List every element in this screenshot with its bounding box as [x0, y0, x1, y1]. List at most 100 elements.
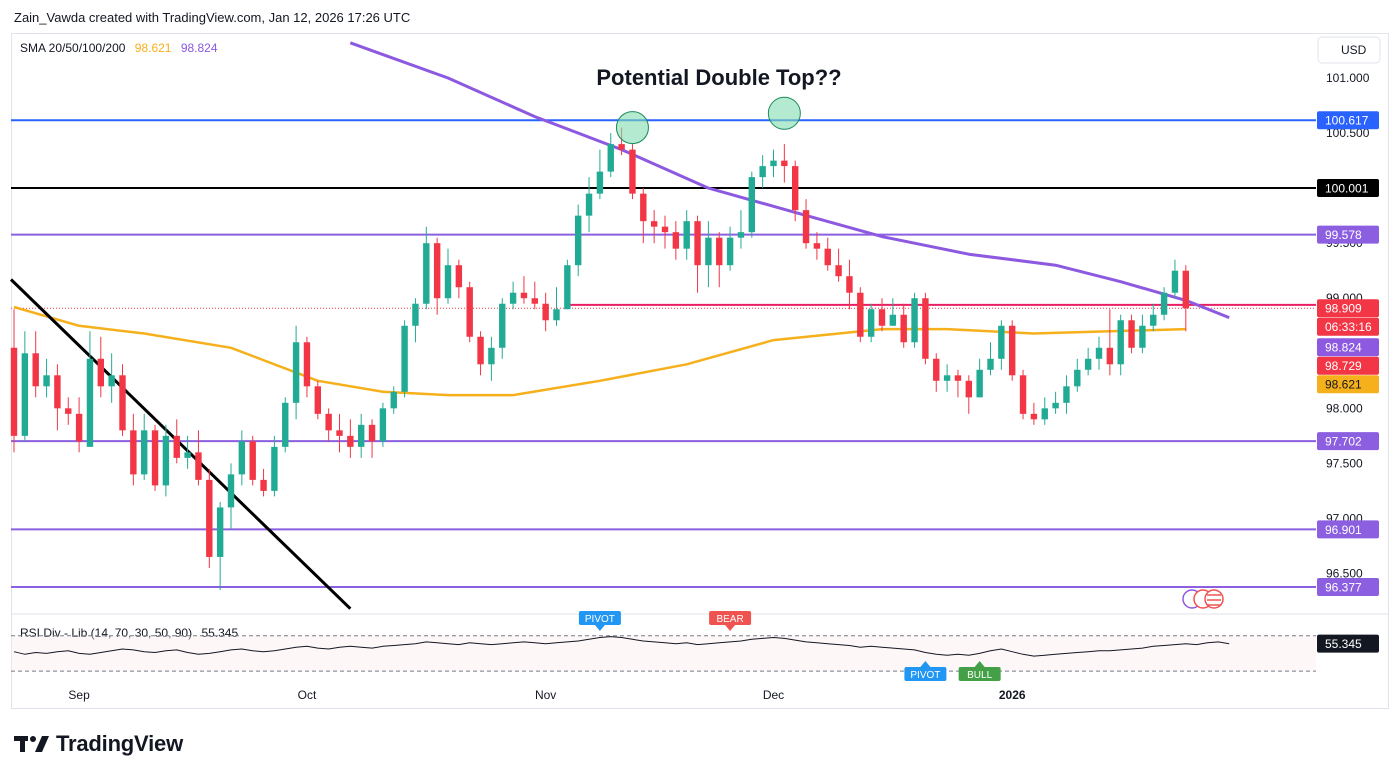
candle-body — [401, 325, 408, 392]
time-axis-label: Oct — [298, 688, 317, 702]
candle-body — [759, 166, 766, 178]
price-tick-label: 100.500 — [1326, 126, 1370, 140]
candle — [1063, 375, 1070, 414]
candle-body — [781, 160, 788, 167]
time-axis-label: Dec — [763, 688, 784, 702]
candle-body — [216, 507, 224, 557]
candle — [119, 364, 126, 436]
candle-body — [650, 221, 658, 227]
candle — [1171, 259, 1179, 299]
candle — [1009, 320, 1016, 381]
rsi-signal-label: BULL — [967, 670, 992, 681]
candle-body — [618, 144, 625, 150]
candle-body — [802, 210, 810, 244]
price-badge-text: 98.729 — [1325, 359, 1362, 373]
candle-body — [141, 430, 148, 475]
candle — [292, 325, 300, 420]
price-chart[interactable]: Potential Double Top?? SMA 20/50/100/200… — [0, 0, 1400, 720]
price-tick-label: 98.000 — [1326, 401, 1363, 415]
level-price-badge-text: 96.377 — [1325, 581, 1362, 595]
candle — [1182, 265, 1189, 332]
candle-body — [1150, 314, 1157, 326]
candle — [998, 320, 1005, 370]
candle-body — [943, 375, 951, 381]
candle — [455, 259, 463, 299]
candle-body — [846, 276, 853, 293]
price-tick-label: 101.000 — [1326, 71, 1370, 85]
candle-body — [108, 375, 115, 387]
moving-averages — [13, 41, 1230, 397]
candle — [130, 413, 137, 486]
candle — [466, 281, 473, 343]
candle — [1139, 314, 1146, 354]
candle-body — [661, 226, 669, 233]
candle — [1117, 314, 1124, 376]
candle — [1019, 369, 1027, 420]
rsi-signal-box — [578, 611, 621, 625]
price-badge — [1317, 338, 1379, 357]
candle — [585, 177, 593, 233]
candle-body — [976, 369, 983, 398]
price-badge-text: 98.909 — [1325, 302, 1362, 316]
candle — [1128, 314, 1135, 354]
candle — [499, 298, 506, 359]
candle — [227, 463, 235, 530]
candles — [10, 127, 1189, 590]
price-badges: 100.617 100.001 99.578 97.702 96.901 96.377 98… — [1317, 111, 1379, 597]
candle — [75, 397, 83, 453]
candle — [303, 336, 311, 398]
candle-body — [238, 441, 246, 475]
candle — [1150, 303, 1157, 332]
candle — [770, 149, 777, 178]
price-badge — [1317, 375, 1379, 394]
rsi-signal-pointer — [594, 625, 605, 631]
price-badge-text: 98.621 — [1325, 378, 1362, 392]
candle-body — [249, 441, 256, 480]
candle — [672, 221, 680, 260]
level-price-badge — [1317, 520, 1379, 539]
candle — [423, 226, 430, 310]
candle-body — [184, 452, 191, 458]
candle-body — [1128, 320, 1135, 348]
indicator-legend[interactable]: SMA 20/50/100/200 98.621 98.824 — [20, 41, 218, 55]
candle-body — [282, 402, 289, 447]
price-tick-label: 97.500 — [1326, 456, 1363, 470]
candle-body — [1074, 369, 1081, 387]
candle-body — [227, 474, 235, 508]
rsi-line — [13, 636, 1230, 657]
candle-body — [575, 215, 582, 266]
candle-body — [792, 166, 799, 211]
top-markers — [615, 96, 801, 145]
candle — [813, 232, 821, 260]
time-axis-label: Sep — [68, 688, 90, 702]
rsi-signal-bear: BEAR — [709, 611, 752, 631]
flag-icons[interactable] — [1182, 589, 1224, 609]
candle-body — [1052, 402, 1059, 409]
candle — [705, 221, 712, 288]
time-axis[interactable]: Sep Oct Nov Dec 2026 — [68, 688, 1025, 702]
price-badge-text: 98.824 — [1325, 341, 1362, 355]
candle — [32, 331, 39, 398]
candle-body — [1030, 413, 1038, 420]
candle — [520, 276, 528, 304]
rsi-signal-box — [709, 611, 752, 625]
level-price-badge-text: 96.901 — [1325, 523, 1362, 537]
candle — [954, 369, 962, 398]
candle-body — [347, 435, 354, 447]
candle — [390, 386, 397, 414]
downtrend-line — [9, 278, 352, 610]
level-price-badge — [1317, 578, 1379, 597]
candle-body — [271, 446, 278, 491]
rsi-pane[interactable]: RSI Div - Lib (14, 70, 30, 50, 90) 55.34… — [11, 611, 1379, 681]
currency-button[interactable]: USD — [1317, 36, 1381, 64]
candle-body — [151, 430, 159, 486]
currency-label: USD — [1341, 43, 1367, 57]
candle — [173, 419, 180, 464]
candle — [802, 199, 810, 249]
candle — [835, 248, 842, 282]
candle-body — [336, 430, 343, 436]
candle — [987, 342, 994, 376]
candle-body — [509, 292, 517, 304]
candle-body — [195, 452, 202, 480]
candle — [336, 413, 343, 453]
